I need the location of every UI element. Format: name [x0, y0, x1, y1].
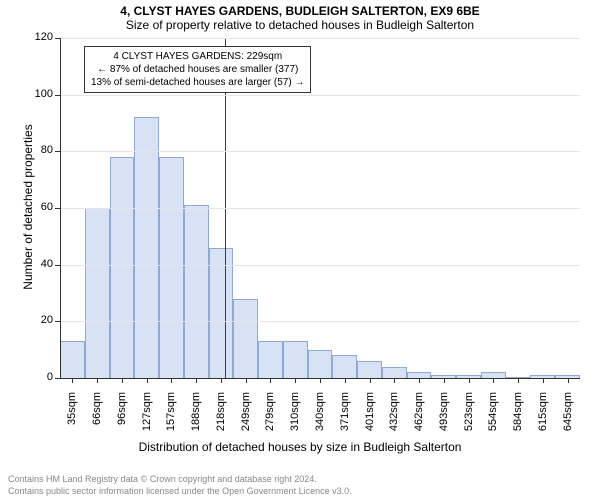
attribution-line-2: Contains public sector information licen…	[8, 486, 352, 496]
histogram-bar	[258, 341, 283, 378]
chart-subtitle: Size of property relative to detached ho…	[0, 18, 600, 32]
gridline	[60, 95, 580, 96]
y-tick-label: 20	[25, 314, 53, 326]
y-tick-label: 40	[25, 258, 53, 270]
histogram-bar	[60, 341, 85, 378]
y-axis-line	[60, 38, 61, 378]
histogram-bar	[159, 157, 184, 378]
histogram-bar	[85, 208, 110, 378]
y-tick-label: 120	[25, 31, 53, 43]
chart-title: 4, CLYST HAYES GARDENS, BUDLEIGH SALTERT…	[0, 4, 600, 18]
gridline	[60, 321, 580, 322]
histogram-bar	[209, 248, 234, 378]
histogram-bar	[357, 361, 382, 378]
histogram-bar	[233, 299, 258, 378]
x-axis-line	[60, 378, 580, 379]
x-tick-label: 340sqm	[314, 392, 326, 442]
x-tick-label: 127sqm	[141, 392, 153, 442]
histogram-bar	[382, 367, 407, 378]
x-tick-label: 218sqm	[215, 392, 227, 442]
histogram-bar	[134, 117, 159, 378]
y-tick-label: 80	[25, 144, 53, 156]
attribution-line-1: Contains HM Land Registry data © Crown c…	[8, 474, 317, 484]
x-tick-label: 645sqm	[562, 392, 574, 442]
histogram-bar	[184, 205, 209, 378]
x-tick-label: 493sqm	[438, 392, 450, 442]
x-tick-label: 279sqm	[264, 392, 276, 442]
x-tick-label: 554sqm	[487, 392, 499, 442]
y-tick-label: 100	[25, 88, 53, 100]
y-tick-label: 60	[25, 201, 53, 213]
gridline	[60, 208, 580, 209]
x-tick-label: 584sqm	[512, 392, 524, 442]
x-tick-label: 66sqm	[91, 392, 103, 442]
x-axis-label: Distribution of detached houses by size …	[0, 440, 600, 454]
annotation-box: 4 CLYST HAYES GARDENS: 229sqm← 87% of de…	[84, 46, 311, 93]
x-tick-label: 188sqm	[190, 392, 202, 442]
x-tick-label: 96sqm	[116, 392, 128, 442]
x-tick-label: 310sqm	[289, 392, 301, 442]
histogram-bar	[308, 350, 333, 378]
x-tick-label: 462sqm	[413, 392, 425, 442]
x-tick-label: 401sqm	[364, 392, 376, 442]
histogram-bar	[332, 355, 357, 378]
y-tick-label: 0	[25, 371, 53, 383]
x-tick-label: 35sqm	[66, 392, 78, 442]
x-tick-label: 157sqm	[165, 392, 177, 442]
x-tick-label: 249sqm	[240, 392, 252, 442]
chart-container: 4, CLYST HAYES GARDENS, BUDLEIGH SALTERT…	[0, 0, 600, 500]
gridline	[60, 151, 580, 152]
x-tick-label: 371sqm	[339, 392, 351, 442]
gridline	[60, 265, 580, 266]
x-tick-label: 432sqm	[388, 392, 400, 442]
x-tick-label: 523sqm	[463, 392, 475, 442]
x-tick-label: 615sqm	[537, 392, 549, 442]
annotation-line-2: ← 87% of detached houses are smaller (37…	[91, 63, 304, 76]
histogram-bar	[283, 341, 308, 378]
histogram-bar	[110, 157, 135, 378]
gridline	[60, 38, 580, 39]
annotation-line-1: 4 CLYST HAYES GARDENS: 229sqm	[91, 50, 304, 63]
annotation-line-3: 13% of semi-detached houses are larger (…	[91, 76, 304, 89]
